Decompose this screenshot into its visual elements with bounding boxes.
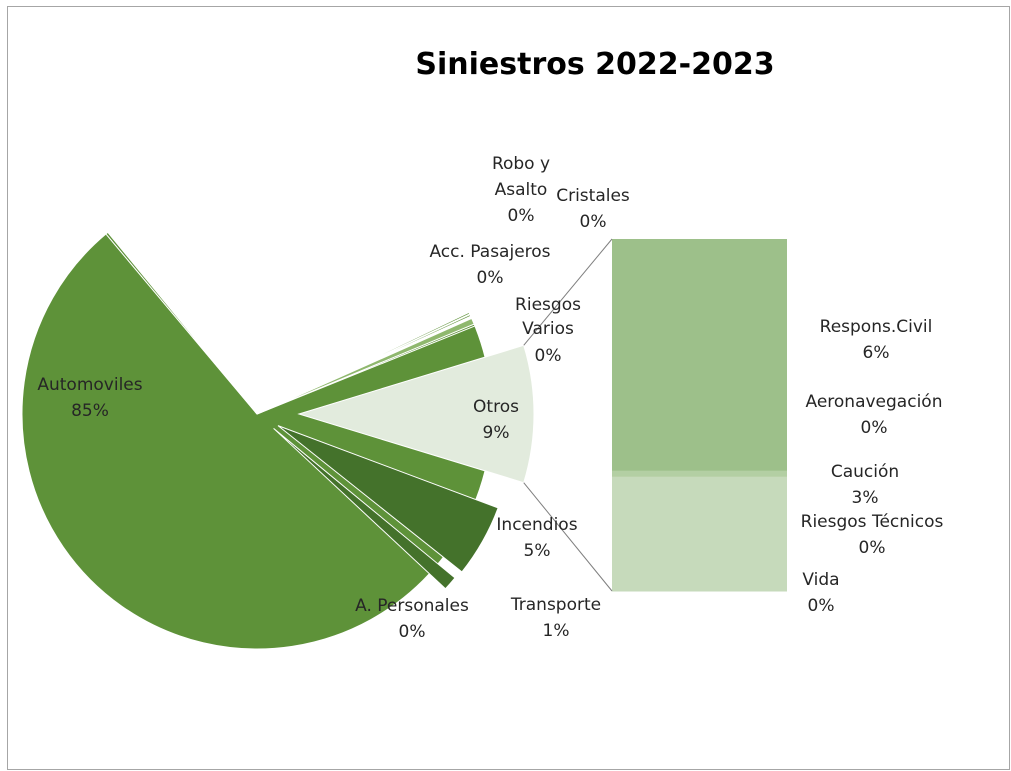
bar-segment-respons-civil (612, 239, 787, 474)
data-label-name: Automoviles (37, 375, 142, 395)
pie-slice-incendios (277, 425, 499, 573)
data-label-value: 9% (483, 423, 510, 443)
connector-top (523, 238, 613, 346)
data-labels: Automoviles 85% Otros 9% Incendios 5% Transpor… (37, 154, 943, 642)
data-label-name: Respons.Civil (820, 317, 933, 337)
data-label-a-personales: A. Personales 0% (355, 596, 469, 642)
data-label-value: 6% (863, 343, 890, 363)
data-label-incendios: Incendios 5% (496, 515, 577, 561)
data-label-robo-y-asalto: Robo y Asalto 0% (492, 154, 550, 226)
data-label-name: Riesgos Varios (515, 295, 581, 339)
bar-segment-caucion (612, 473, 787, 591)
data-label-value: 0% (859, 538, 886, 558)
data-label-value: 0% (861, 418, 888, 438)
data-label-automoviles: Automoviles 85% (37, 375, 142, 421)
data-label-name: Incendios (496, 515, 577, 535)
data-label-name: Robo y Asalto (492, 154, 550, 200)
data-label-value: 5% (524, 541, 551, 561)
data-label-riesgos-tecnicos: Riesgos Técnicos 0% (801, 512, 944, 558)
pie-slice-transporte (273, 428, 456, 590)
data-label-acc-pasajeros: Acc. Pasajeros 0% (429, 242, 550, 288)
data-label-value: 0% (477, 268, 504, 288)
data-label-otros: Otros 9% (473, 397, 519, 443)
data-label-value: 0% (808, 596, 835, 616)
data-label-value: 0% (580, 212, 607, 232)
data-label-cristales: Cristales 0% (556, 186, 630, 232)
data-label-aeronavegacion: Aeronavegación 0% (806, 392, 943, 438)
data-label-name: Cristales (556, 186, 630, 206)
connector-bottom (523, 482, 613, 592)
data-label-name: Acc. Pasajeros (429, 242, 550, 262)
data-label-name: Otros (473, 397, 519, 417)
data-label-name: Vida (802, 570, 839, 590)
data-label-value: 0% (535, 346, 562, 366)
data-label-value: 85% (71, 401, 109, 421)
pie-slice-otros (297, 344, 535, 484)
data-label-name: Aeronavegación (806, 392, 943, 412)
data-label-value: 0% (399, 622, 426, 642)
stacked-bar (612, 239, 787, 592)
pie (21, 231, 535, 650)
data-label-vida: Vida 0% (802, 570, 839, 616)
bar-segment-vida (612, 591, 787, 592)
data-label-riesgos-varios: Riesgos Varios 0% (515, 295, 581, 366)
data-label-transporte: Transporte 1% (510, 595, 601, 641)
data-label-value: 3% (852, 488, 879, 508)
bar-segment-divider (612, 470, 787, 477)
data-label-name: Caución (831, 462, 899, 482)
data-label-respons-civil: Respons.Civil 6% (820, 317, 933, 363)
connector-lines (523, 238, 613, 592)
pie-slice-automoviles (21, 233, 493, 650)
data-label-name: A. Personales (355, 596, 469, 616)
chart-title: Siniestros 2022-2023 (415, 47, 774, 82)
data-label-name: Riesgos Técnicos (801, 512, 944, 532)
pie-slice-cristales (256, 311, 471, 415)
data-label-caucion: Caución 3% (831, 462, 899, 508)
pie-slice-acc-pasajeros (256, 317, 475, 415)
data-label-value: 0% (508, 206, 535, 226)
data-label-name: Transporte (510, 595, 601, 615)
data-label-value: 1% (543, 621, 570, 641)
pie-slice-a-personales (105, 231, 258, 415)
